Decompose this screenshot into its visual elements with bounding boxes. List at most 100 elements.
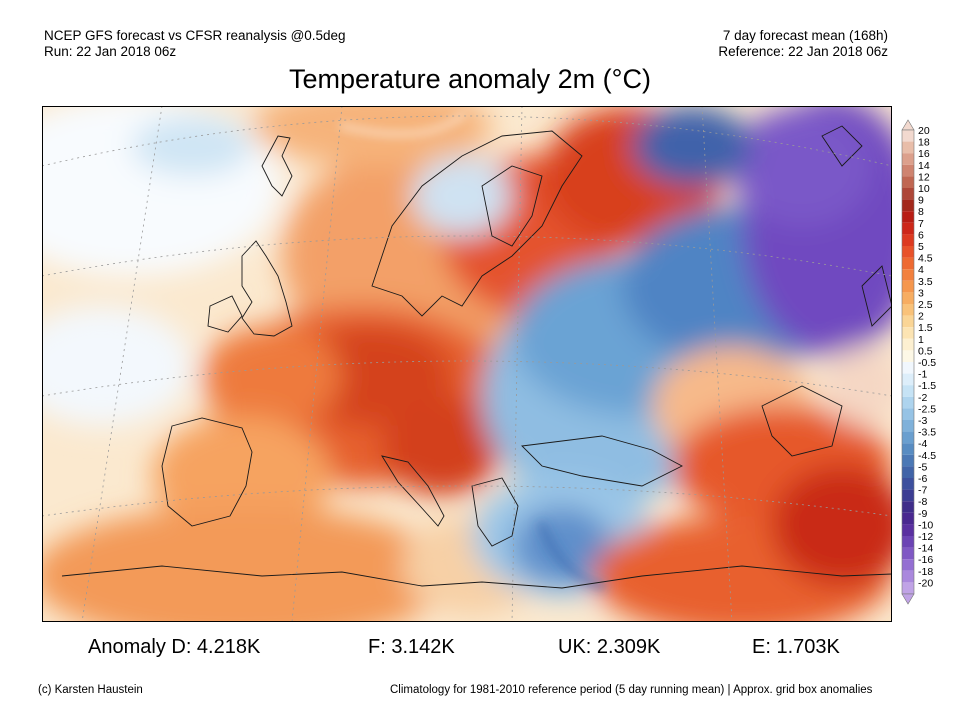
coastlines: [61, 125, 892, 589]
colorbar-swatch: [902, 280, 914, 293]
graticule: [42, 106, 892, 622]
colorbar-swatch: [902, 246, 914, 258]
colorbar: 201816141210987654.543.532.521.510.5-0.5…: [901, 119, 936, 605]
colorbar-swatch: [902, 524, 914, 536]
colorbar-label: -0.5: [918, 357, 936, 369]
colorbar-swatch: [902, 547, 914, 560]
colorbar-swatch: [902, 466, 914, 478]
colorbar-label: -14: [918, 543, 933, 555]
colorbar-swatch: [902, 443, 914, 455]
colorbar-label: -4.5: [918, 450, 936, 462]
colorbar-swatch: [902, 501, 914, 513]
header-right: 7 day forecast mean (168h) Reference: 22…: [718, 28, 888, 60]
colorbar-swatch: [902, 582, 914, 594]
colorbar-swatch: [902, 234, 914, 246]
colorbar-label: 5: [918, 241, 924, 253]
colorbar-swatch: [902, 164, 914, 177]
colorbar-label: -9: [918, 508, 927, 520]
colorbar-label: -4: [918, 438, 927, 450]
run-time: Run: 22 Jan 2018 06z: [44, 44, 177, 59]
reference-time: Reference: 22 Jan 2018 06z: [718, 44, 888, 59]
colorbar-swatch: [902, 536, 914, 548]
colorbar-swatch: [902, 315, 914, 328]
colorbar-label: -12: [918, 531, 933, 543]
colorbar-swatch: [902, 292, 914, 304]
colorbar-swatch: [902, 362, 914, 374]
colorbar-label: 8: [918, 206, 924, 218]
colorbar-swatch: [902, 454, 914, 467]
anomaly-spain: E: 1.703K: [752, 636, 840, 658]
colorbar-swatch: [902, 338, 914, 351]
colorbar-label: 20: [918, 125, 930, 137]
colorbar-swatch: [902, 257, 914, 270]
colorbar-label: 12: [918, 171, 930, 183]
colorbar-swatch: [902, 559, 914, 571]
model-description: NCEP GFS forecast vs CFSR reanalysis @0.…: [44, 28, 346, 43]
colorbar-max-arrow: [901, 119, 915, 131]
colorbar-label: 1: [918, 334, 924, 346]
colorbar-label: 4: [918, 264, 924, 276]
anomaly-map: [42, 106, 892, 622]
colorbar-label: -18: [918, 566, 933, 578]
colorbar-swatch: [902, 327, 914, 339]
colorbar-label: 9: [918, 195, 924, 207]
anomaly-field: [42, 106, 892, 622]
colorbar-label: 3.5: [918, 276, 933, 288]
colorbar-label: -3: [918, 415, 927, 427]
colorbar-label: 16: [918, 148, 930, 160]
colorbar-swatch: [902, 385, 914, 397]
colorbar-swatch: [902, 420, 914, 432]
colorbar-label: 2: [918, 311, 924, 323]
colorbar-label: 14: [918, 160, 930, 172]
colorbar-label: 10: [918, 183, 930, 195]
colorbar-label: -3.5: [918, 427, 936, 439]
colorbar-swatch: [902, 431, 914, 444]
colorbar-label: 4.5: [918, 253, 933, 265]
anomaly-uk: UK: 2.309K: [558, 636, 661, 658]
forecast-period: 7 day forecast mean (168h): [722, 28, 888, 43]
climatology-note: Climatology for 1981-2010 reference peri…: [390, 684, 873, 696]
colorbar-swatch: [902, 176, 914, 188]
colorbar-label: -20: [918, 577, 933, 589]
colorbar-label: -6: [918, 473, 927, 485]
colorbar-label: -5: [918, 461, 927, 473]
colorbar-label: -1: [918, 369, 927, 381]
colorbar-swatch: [902, 304, 914, 316]
colorbar-label: -2: [918, 392, 927, 404]
colorbar-swatch: [902, 512, 914, 525]
colorbar-swatch: [902, 570, 914, 583]
colorbar-label: -1.5: [918, 380, 936, 392]
colorbar-label: 3: [918, 287, 924, 299]
map-title: Temperature anomaly 2m (°C): [289, 64, 651, 94]
colorbar-label: 6: [918, 229, 924, 241]
colorbar-swatch: [902, 199, 914, 212]
colorbar-label: 2.5: [918, 299, 933, 311]
header-left: NCEP GFS forecast vs CFSR reanalysis @0.…: [44, 28, 346, 60]
colorbar-swatch: [902, 396, 914, 409]
colorbar-label: 7: [918, 218, 924, 230]
anomaly-france: F: 3.142K: [368, 636, 455, 658]
colorbar-swatch: [902, 130, 914, 142]
colorbar-label: -8: [918, 496, 927, 508]
colorbar-swatch: [902, 188, 914, 200]
colorbar-swatch: [902, 211, 914, 223]
colorbar-swatch: [902, 269, 914, 281]
colorbar-swatch: [902, 478, 914, 490]
colorbar-swatch: [902, 153, 914, 165]
colorbar-swatch: [902, 222, 914, 235]
colorbar-label: 0.5: [918, 345, 933, 357]
colorbar-label: -7: [918, 485, 927, 497]
colorbar-label: 1.5: [918, 322, 933, 334]
copyright: (c) Karsten Haustein: [38, 684, 143, 696]
colorbar-swatch: [902, 350, 914, 362]
colorbar-label: -10: [918, 519, 933, 531]
colorbar-swatch: [902, 489, 914, 502]
colorbar-label: -16: [918, 554, 933, 566]
colorbar-label: -2.5: [918, 403, 936, 415]
colorbar-swatch: [902, 408, 914, 420]
colorbar-swatch: [902, 373, 914, 386]
colorbar-label: 18: [918, 137, 930, 149]
colorbar-min-arrow: [901, 593, 915, 605]
anomaly-germany: Anomaly D: 4.218K: [88, 636, 261, 658]
colorbar-swatch: [902, 141, 914, 154]
